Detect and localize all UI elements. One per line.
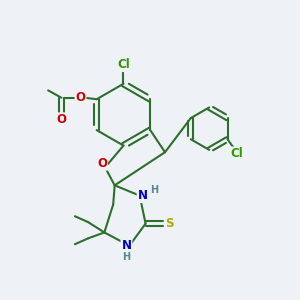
Text: Cl: Cl — [117, 58, 130, 71]
Text: S: S — [165, 217, 173, 230]
Text: O: O — [56, 113, 66, 126]
Text: O: O — [76, 91, 85, 104]
Text: H: H — [150, 185, 158, 195]
Text: O: O — [97, 157, 107, 170]
Text: H: H — [122, 252, 130, 262]
Text: N: N — [122, 239, 131, 252]
Text: Cl: Cl — [230, 148, 243, 160]
Text: N: N — [138, 189, 148, 202]
